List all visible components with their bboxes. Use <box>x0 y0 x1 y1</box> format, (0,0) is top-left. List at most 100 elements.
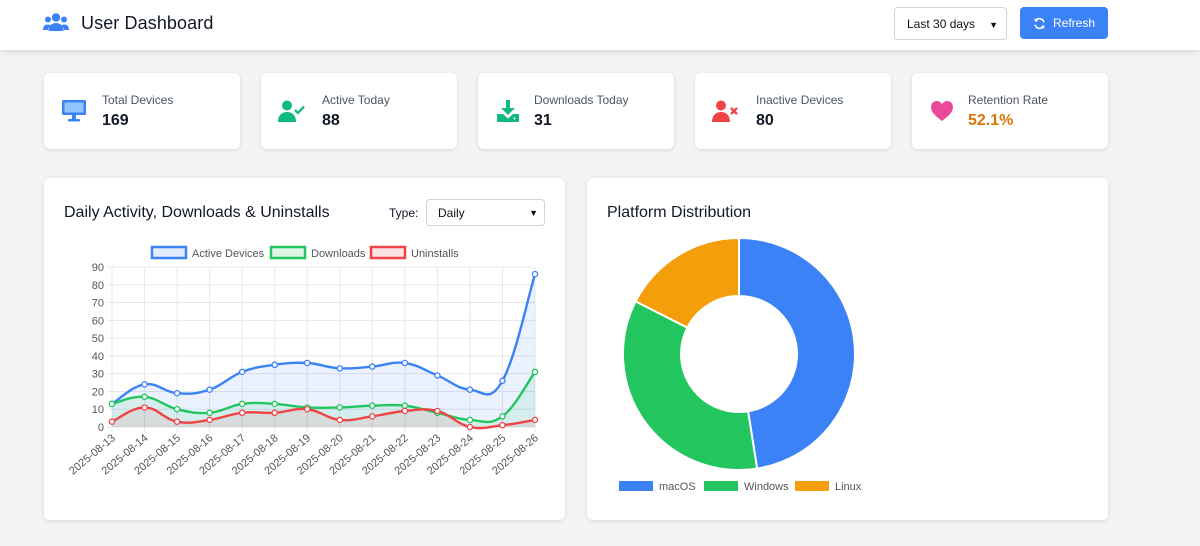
data-point <box>369 413 376 420</box>
platform-chart-title: Platform Distribution <box>607 204 752 221</box>
data-point <box>173 389 181 397</box>
brand: User Dashboard <box>43 10 213 36</box>
series-area-active-devices <box>112 274 535 427</box>
stat-value: 31 <box>534 112 552 129</box>
donut-slice-macos <box>738 236 856 470</box>
legend-label: Active Devices <box>192 248 265 260</box>
page-title: User Dashboard <box>81 12 214 33</box>
data-point <box>141 404 148 411</box>
user-times-icon <box>711 97 739 125</box>
data-point <box>206 416 213 424</box>
data-point <box>434 407 441 415</box>
data-point <box>173 405 181 413</box>
data-point <box>271 361 278 369</box>
data-point <box>238 368 246 376</box>
data-point <box>499 377 506 385</box>
activity-chart-title: Daily Activity, Downloads & Uninstalls <box>64 204 330 221</box>
stat-label: Total Devices <box>102 93 174 107</box>
chevron-down-icon: ▼ <box>989 20 998 30</box>
y-tick-label: 50 <box>92 333 104 345</box>
activity-chart-card: Daily Activity, Downloads & Uninstalls T… <box>44 178 565 520</box>
y-tick-label: 80 <box>92 280 104 292</box>
stat-label: Inactive Devices <box>756 93 844 107</box>
data-point <box>238 400 246 408</box>
data-point <box>499 421 506 429</box>
download-icon <box>494 97 522 125</box>
data-point <box>336 404 344 411</box>
data-point <box>206 409 213 417</box>
chart-type-select[interactable]: Daily ▼ <box>426 199 545 226</box>
stat-card-total-devices: Total Devices 169 <box>44 73 240 149</box>
data-point <box>466 423 474 431</box>
series-area-downloads <box>112 371 535 427</box>
donut-slice-windows <box>622 299 759 471</box>
stat-card-inactive-devices: Inactive Devices 80 <box>695 73 891 149</box>
data-point <box>141 393 148 401</box>
legend-swatch <box>369 245 407 260</box>
stat-label: Retention Rate <box>968 93 1049 107</box>
data-point <box>271 400 278 408</box>
refresh-button[interactable]: Refresh <box>1020 7 1108 39</box>
y-tick-label: 20 <box>92 386 104 398</box>
date-range-select[interactable]: Last 30 days ▼ <box>894 7 1007 40</box>
type-label: Type: <box>389 206 419 220</box>
data-point <box>401 359 409 367</box>
donut-slice-linux <box>634 236 740 330</box>
legend-swatch <box>619 481 653 491</box>
data-point <box>531 416 539 424</box>
stat-label: Active Today <box>322 93 390 107</box>
activity-line-chart: 01020304050607080902025-08-132025-08-142… <box>67 245 541 477</box>
stat-value: 52.1% <box>968 112 1014 129</box>
platform-chart-card: Platform Distribution macOS Windows Linux <box>587 178 1108 520</box>
legend-label: Downloads <box>311 248 366 260</box>
data-point <box>336 416 344 424</box>
chevron-down-icon: ▼ <box>529 208 538 218</box>
data-point <box>369 363 376 370</box>
stat-card-retention-rate: Retention Rate 52.1% <box>912 73 1108 149</box>
date-range-value: Last 30 days <box>907 16 976 31</box>
stat-card-active-today: Active Today 88 <box>261 73 457 149</box>
stat-value: 80 <box>756 112 774 129</box>
data-point <box>336 365 344 372</box>
series-area-uninstalls <box>112 407 535 429</box>
y-tick-label: 0 <box>98 422 104 434</box>
legend-label: macOS <box>659 481 696 493</box>
data-point <box>238 409 246 417</box>
monitor-icon <box>60 97 88 125</box>
y-tick-label: 70 <box>92 298 104 310</box>
user-check-icon <box>277 97 305 125</box>
data-point <box>499 413 506 420</box>
data-point <box>303 405 311 413</box>
stat-value: 88 <box>322 112 340 129</box>
y-tick-label: 90 <box>92 262 104 274</box>
chart-type-value: Daily <box>438 205 465 220</box>
stat-value: 169 <box>102 112 129 129</box>
data-point <box>271 409 278 417</box>
stat-card-downloads-today: Downloads Today 31 <box>478 73 674 149</box>
legend-swatch <box>704 481 738 491</box>
y-tick-label: 10 <box>92 404 104 416</box>
data-point <box>401 407 409 415</box>
heart-icon <box>928 97 956 125</box>
data-point <box>108 400 116 408</box>
data-point <box>466 416 474 424</box>
stat-label: Downloads Today <box>534 93 629 107</box>
refresh-label: Refresh <box>1052 16 1096 30</box>
platform-donut-chart: macOS Windows Linux <box>619 236 862 493</box>
legend-swatch <box>150 245 188 260</box>
users-icon <box>43 13 69 31</box>
top-header: User Dashboard Last 30 days ▼ Refresh <box>0 0 1200 50</box>
data-point <box>206 386 213 393</box>
legend-label: Uninstalls <box>411 248 459 260</box>
y-tick-label: 60 <box>92 315 104 327</box>
sync-icon <box>1034 17 1045 29</box>
legend-swatch <box>269 245 307 260</box>
data-point <box>531 368 539 376</box>
y-tick-label: 40 <box>92 351 104 363</box>
data-point <box>173 418 181 425</box>
data-point <box>369 402 376 409</box>
data-point <box>303 359 311 367</box>
legend-label: Windows <box>744 481 789 493</box>
legend-swatch <box>795 481 829 491</box>
data-point <box>141 381 148 388</box>
